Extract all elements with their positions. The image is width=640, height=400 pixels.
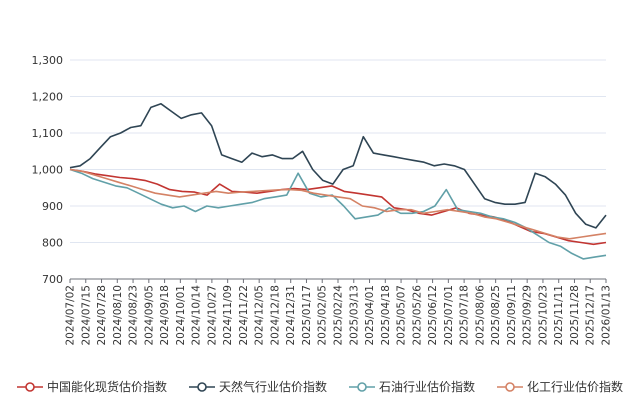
- x-tick-label: 2025/12/17: [585, 285, 597, 346]
- series-layer: [69, 103, 607, 260]
- legend-marker-icon: [497, 381, 524, 392]
- x-tick-label: 2024/09/18: [159, 285, 171, 346]
- chart-legend: 中国能化现货估价指数 天然气行业估价指数 石油行业估价指数 化工行业估价指数: [0, 378, 640, 395]
- legend-item-0[interactable]: 中国能化现货估价指数: [16, 378, 167, 395]
- legend-label: 天然气行业估价指数: [218, 380, 327, 394]
- x-tick-label: 2025/04/01: [364, 285, 376, 346]
- x-tick-label: 2026/01/13: [601, 285, 613, 346]
- x-tick-label: 2025/11/11: [553, 285, 565, 346]
- x-tick-label: 2025/07/18: [459, 285, 471, 346]
- x-tick-label: 2024/12/18: [269, 285, 281, 346]
- series-line-1: [69, 103, 607, 229]
- y-tick-label: 800: [42, 237, 63, 250]
- x-tick-label: 2025/04/18: [380, 285, 392, 346]
- x-tick-label: 2025/09/29: [522, 285, 534, 346]
- x-tick-label: 2025/03/13: [348, 285, 360, 346]
- y-axis: 700 800 900 1,000 1,100 1,200 1,300: [32, 54, 64, 286]
- x-tick-label: 2024/07/15: [80, 285, 92, 346]
- x-tick-label: 2025/02/24: [333, 285, 345, 346]
- legend-label: 石油行业估价指数: [379, 380, 476, 394]
- x-tick-label: 2024/07/28: [96, 285, 108, 346]
- x-tick-label: 2024/08/10: [112, 285, 124, 346]
- y-tick-label: 900: [42, 200, 63, 213]
- x-tick-label: 2024/10/14: [191, 285, 203, 346]
- x-tick-label: 2024/11/09: [222, 285, 234, 346]
- x-tick-label: 2024/12/31: [285, 285, 297, 346]
- y-tick-label: 1,200: [32, 91, 64, 104]
- x-tick-label: 2025/05/26: [411, 285, 423, 346]
- x-tick-label: 2024/12/05: [254, 285, 266, 346]
- x-tick-label: 2025/06/12: [427, 285, 439, 346]
- legend-marker-icon: [16, 381, 43, 392]
- y-tick-label: 1,000: [32, 164, 64, 177]
- x-tick-label: 2025/01/17: [301, 285, 313, 346]
- x-tick-label: 2024/08/23: [128, 285, 140, 346]
- series-line-3: [69, 168, 607, 240]
- x-tick-label: 2024/10/27: [206, 285, 218, 346]
- grid-lines: [70, 59, 606, 280]
- legend-label: 中国能化现货估价指数: [46, 380, 167, 394]
- legend-marker-icon: [188, 381, 215, 392]
- legend-item-1[interactable]: 天然气行业估价指数: [188, 378, 327, 395]
- x-tick-label: 2024/09/05: [143, 285, 155, 346]
- x-tick-label: 2024/11/22: [238, 285, 250, 346]
- x-tick-label: 2025/09/11: [506, 285, 518, 346]
- x-tick-label: 2025/02/05: [317, 285, 329, 346]
- x-tick-label: 2025/05/07: [396, 285, 408, 346]
- y-tick-label: 700: [42, 273, 63, 286]
- x-axis: 2024/07/02 2024/07/15 2024/07/28 2024/08/10…: [65, 278, 613, 346]
- legend-label: 化工行业估价指数: [527, 380, 624, 394]
- y-tick-label: 1,300: [32, 54, 64, 67]
- legend-marker-icon: [349, 381, 375, 392]
- x-tick-label: 2025/08/06: [474, 285, 486, 346]
- x-tick-label: 2024/07/02: [65, 285, 77, 346]
- x-tick-label: 2025/10/23: [537, 285, 549, 346]
- x-tick-label: 2025/11/28: [569, 285, 581, 346]
- x-tick-label: 2025/08/25: [490, 285, 502, 346]
- x-tick-label: 2024/10/01: [175, 285, 187, 346]
- series-line-2: [69, 168, 607, 260]
- series-line-0: [69, 168, 607, 246]
- y-tick-label: 1,100: [32, 127, 64, 140]
- legend-item-2[interactable]: 石油行业估价指数: [349, 378, 475, 395]
- legend-item-3[interactable]: 化工行业估价指数: [497, 378, 623, 395]
- x-tick-label: 2025/07/01: [443, 285, 455, 346]
